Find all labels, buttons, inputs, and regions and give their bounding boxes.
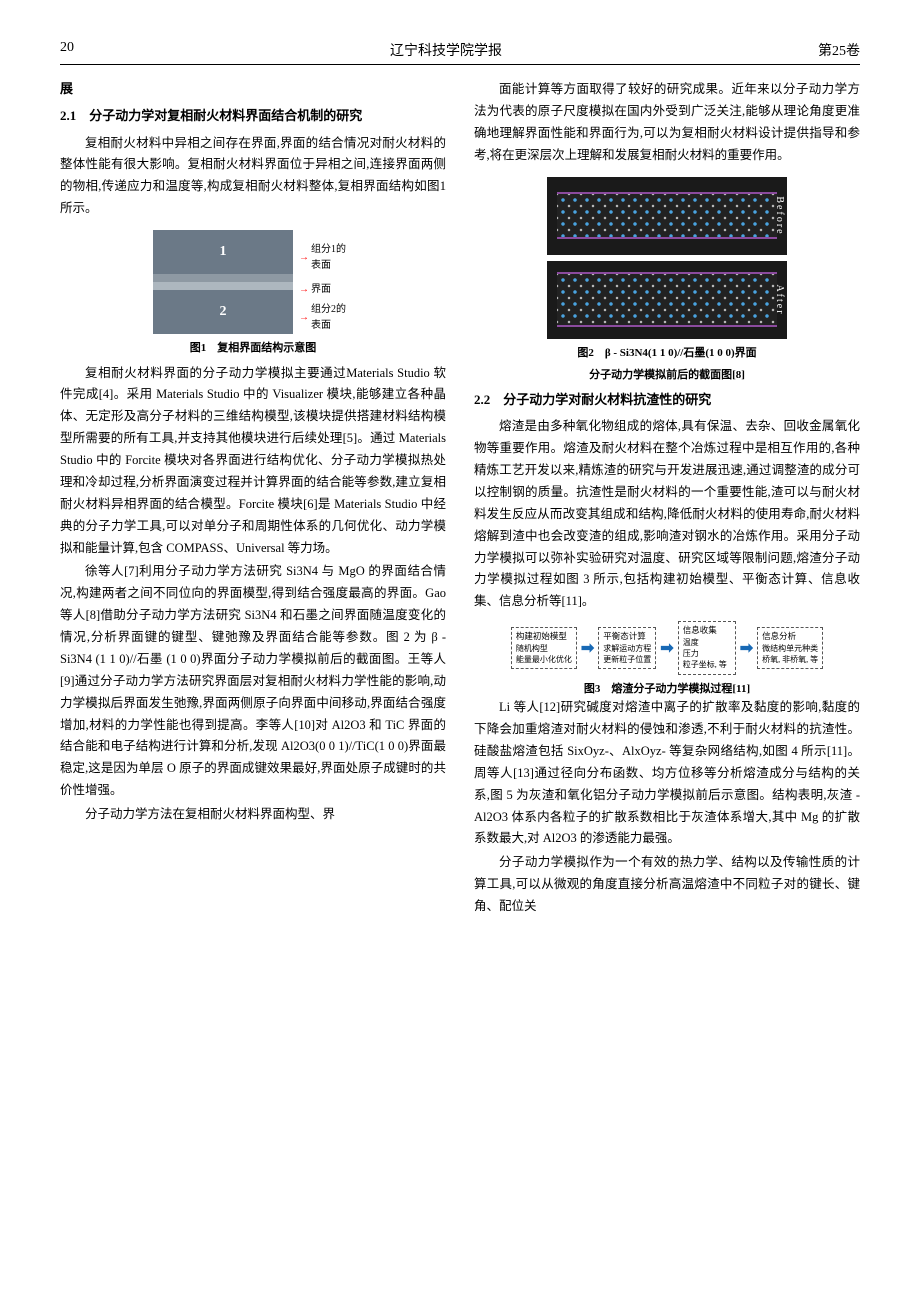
arrow-right-icon: ➡ <box>581 638 594 658</box>
paragraph: 徐等人[7]利用分子动力学方法研究 Si3N4 与 MgO 的界面结合情况,构建… <box>60 561 446 802</box>
two-column-layout: 展 2.1 分子动力学对复相耐火材料界面结合机制的研究 复相耐火材料中异相之间存… <box>60 79 860 920</box>
fig1-label-surface2: 组分2的表面 <box>299 302 353 334</box>
lattice-icon <box>557 192 778 239</box>
fig2-before-label: Before <box>774 196 785 235</box>
fig2-after-label: After <box>774 284 785 315</box>
left-column: 展 2.1 分子动力学对复相耐火材料界面结合机制的研究 复相耐火材料中异相之间存… <box>60 79 446 920</box>
fig1-layer1: 1 <box>153 230 293 274</box>
journal-title: 辽宁科技学院学报 <box>390 40 502 60</box>
page-number: 20 <box>60 40 74 60</box>
flow-sub: 微结构单元种类 桥氧, 非桥氧, 等 <box>762 643 818 665</box>
figure-2-caption-line1: 图2 β - Si3N4(1 1 0)//石墨(1 0 0)界面 <box>474 345 860 362</box>
figure-2: Before After 图2 β - Si3N4(1 1 0)//石墨(1 0… <box>474 177 860 384</box>
paragraph: 复相耐火材料中异相之间存在界面,界面的结合情况对耐火材料的整体性能有很大影响。复… <box>60 133 446 221</box>
paragraph: 复相耐火材料界面的分子动力学模拟主要通过Materials Studio 软件完… <box>60 363 446 560</box>
figure-1-caption: 图1 复相界面结构示意图 <box>60 340 446 357</box>
figure-2-caption-line2: 分子动力学模拟前后的截面图[8] <box>474 367 860 384</box>
paragraph: 熔渣是由多种氧化物组成的熔体,具有保温、去杂、回收金属氧化物等重要作用。熔渣及耐… <box>474 416 860 613</box>
paragraph: 分子动力学模拟作为一个有效的热力学、结构以及传输性质的计算工具,可以从微观的角度… <box>474 852 860 918</box>
flow-box-4: 信息分析 微结构单元种类 桥氧, 非桥氧, 等 <box>757 627 823 669</box>
fig1-labels: 组分1的表面 界面 组分2的表面 <box>299 242 353 334</box>
section-2-1-title: 2.1 分子动力学对复相耐火材料界面结合机制的研究 <box>60 106 446 127</box>
fig1-num2: 2 <box>220 304 227 320</box>
flow-title: 构建初始模型 <box>516 631 572 643</box>
paragraph: Li 等人[12]研究碱度对熔渣中离子的扩散率及黏度的影响,黏度的下降会加重熔渣… <box>474 697 860 850</box>
flow-title: 平衡态计算 <box>603 631 651 643</box>
fig2-before-panel: Before <box>547 177 787 255</box>
volume-label: 第25卷 <box>818 40 860 60</box>
fig2-after-panel: After <box>547 261 787 339</box>
fig1-label-surface1: 组分1的表面 <box>299 242 353 274</box>
zhan-continuation: 展 <box>60 79 446 100</box>
page-header: 20 辽宁科技学院学报 第25卷 <box>60 40 860 65</box>
figure-3-caption: 图3 熔渣分子动力学模拟过程[11] <box>474 681 860 698</box>
flow-box-3: 信息收集 温度 压力 粒子坐标, 等 <box>678 621 736 674</box>
figure-3-flow: 构建初始模型 随机构型 能量最小化优化 ➡ 平衡态计算 求解运动方程 更新粒子位… <box>474 621 860 674</box>
section-2-2-title: 2.2 分子动力学对耐火材料抗渣性的研究 <box>474 390 860 411</box>
figure-1: 1 2 组分1的表面 界面 组分2的表面 图1 复相界面结构 <box>60 230 446 357</box>
paragraph: 分子动力学方法在复相耐火材料界面构型、界 <box>60 804 446 826</box>
flow-sub: 求解运动方程 更新粒子位置 <box>603 643 651 665</box>
lattice-icon <box>557 272 778 327</box>
flow-sub: 温度 压力 粒子坐标, 等 <box>683 637 731 671</box>
fig1-label-interface: 界面 <box>299 282 353 298</box>
fig1-layer2: 2 <box>153 290 293 334</box>
fig1-num1: 1 <box>220 244 227 260</box>
flow-title: 信息收集 <box>683 625 731 637</box>
arrow-right-icon: ➡ <box>740 638 753 658</box>
fig1-mid2 <box>153 282 293 290</box>
paragraph: 面能计算等方面取得了较好的研究成果。近年来以分子动力学方法为代表的原子尺度模拟在… <box>474 79 860 167</box>
flow-title: 信息分析 <box>762 631 818 643</box>
flow-sub: 随机构型 能量最小化优化 <box>516 643 572 665</box>
flow-box-2: 平衡态计算 求解运动方程 更新粒子位置 <box>598 627 656 669</box>
flow-box-1: 构建初始模型 随机构型 能量最小化优化 <box>511 627 577 669</box>
arrow-right-icon: ➡ <box>660 638 673 658</box>
fig1-mid1 <box>153 274 293 282</box>
right-column: 面能计算等方面取得了较好的研究成果。近年来以分子动力学方法为代表的原子尺度模拟在… <box>474 79 860 920</box>
